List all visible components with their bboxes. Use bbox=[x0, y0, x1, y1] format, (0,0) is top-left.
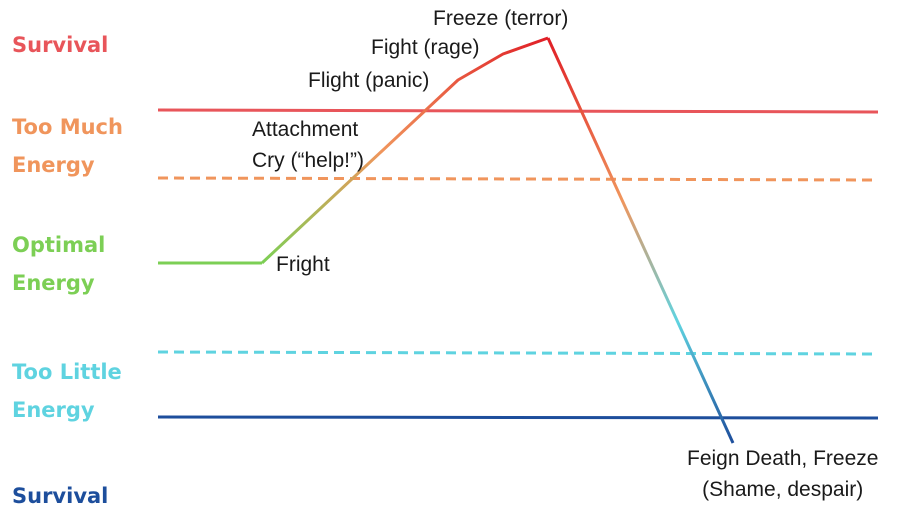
stage-label-attachment-cry: Attachment Cry (“help!”) bbox=[252, 118, 365, 172]
zone-label-survival-bottom: Survival bbox=[12, 484, 109, 508]
stage-label-fight-rage: Fight (rage) bbox=[371, 36, 480, 59]
stage-label-feign-death: Feign Death, Freeze (Shame, despair) bbox=[687, 447, 879, 501]
zone-label-survival-top: Survival bbox=[12, 33, 109, 57]
falling-arousal-curve bbox=[546, 37, 735, 444]
zone-label-too-much-energy: Too Much Energy bbox=[12, 115, 123, 177]
too-little-boundary-line bbox=[157, 350, 879, 356]
survival-bottom-boundary-line bbox=[157, 415, 879, 420]
stage-label-fright: Fright bbox=[276, 253, 330, 276]
zone-label-too-little-energy: Too Little Energy bbox=[12, 360, 122, 422]
stage-label-freeze-terror: Freeze (terror) bbox=[433, 7, 569, 30]
rising-arousal-curve bbox=[260, 36, 549, 265]
zone-label-optimal-energy: Optimal Energy bbox=[12, 233, 106, 295]
stage-label-flight-panic: Flight (panic) bbox=[308, 69, 430, 92]
too-much-boundary-line bbox=[157, 176, 879, 182]
survival-top-boundary-line bbox=[157, 108, 879, 114]
